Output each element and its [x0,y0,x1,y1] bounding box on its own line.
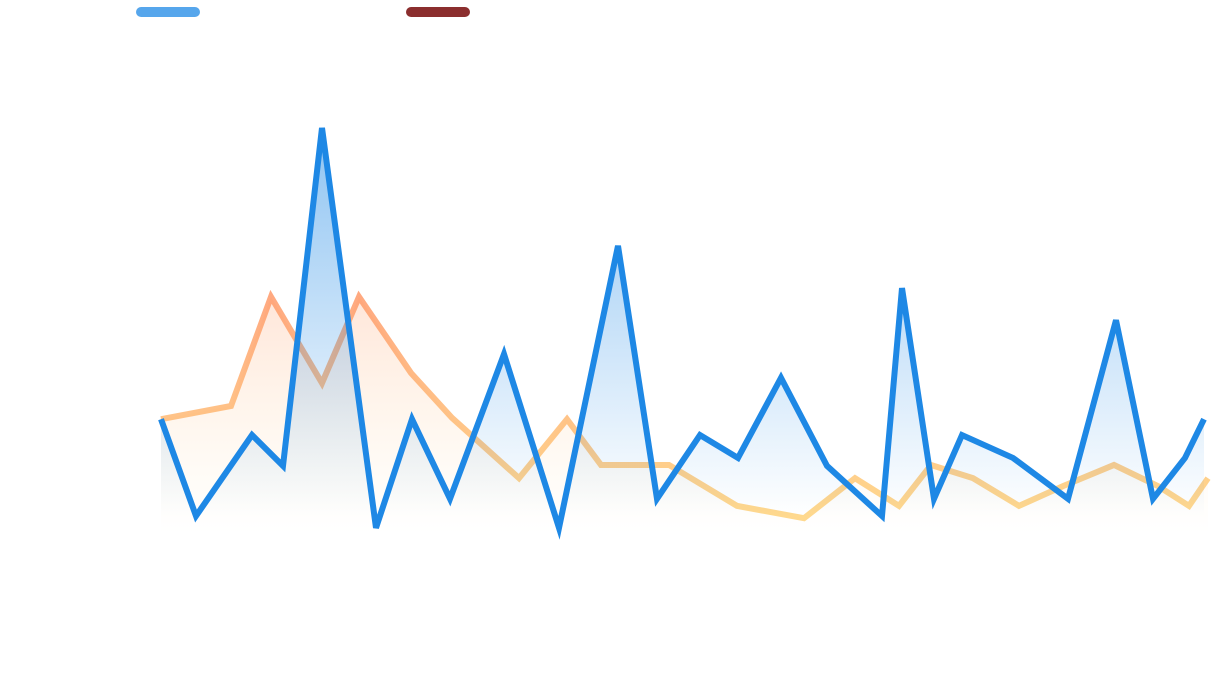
area [161,127,1204,561]
legend-swatch [406,7,470,17]
line [158,127,1207,540]
legend-swatch [136,7,200,17]
